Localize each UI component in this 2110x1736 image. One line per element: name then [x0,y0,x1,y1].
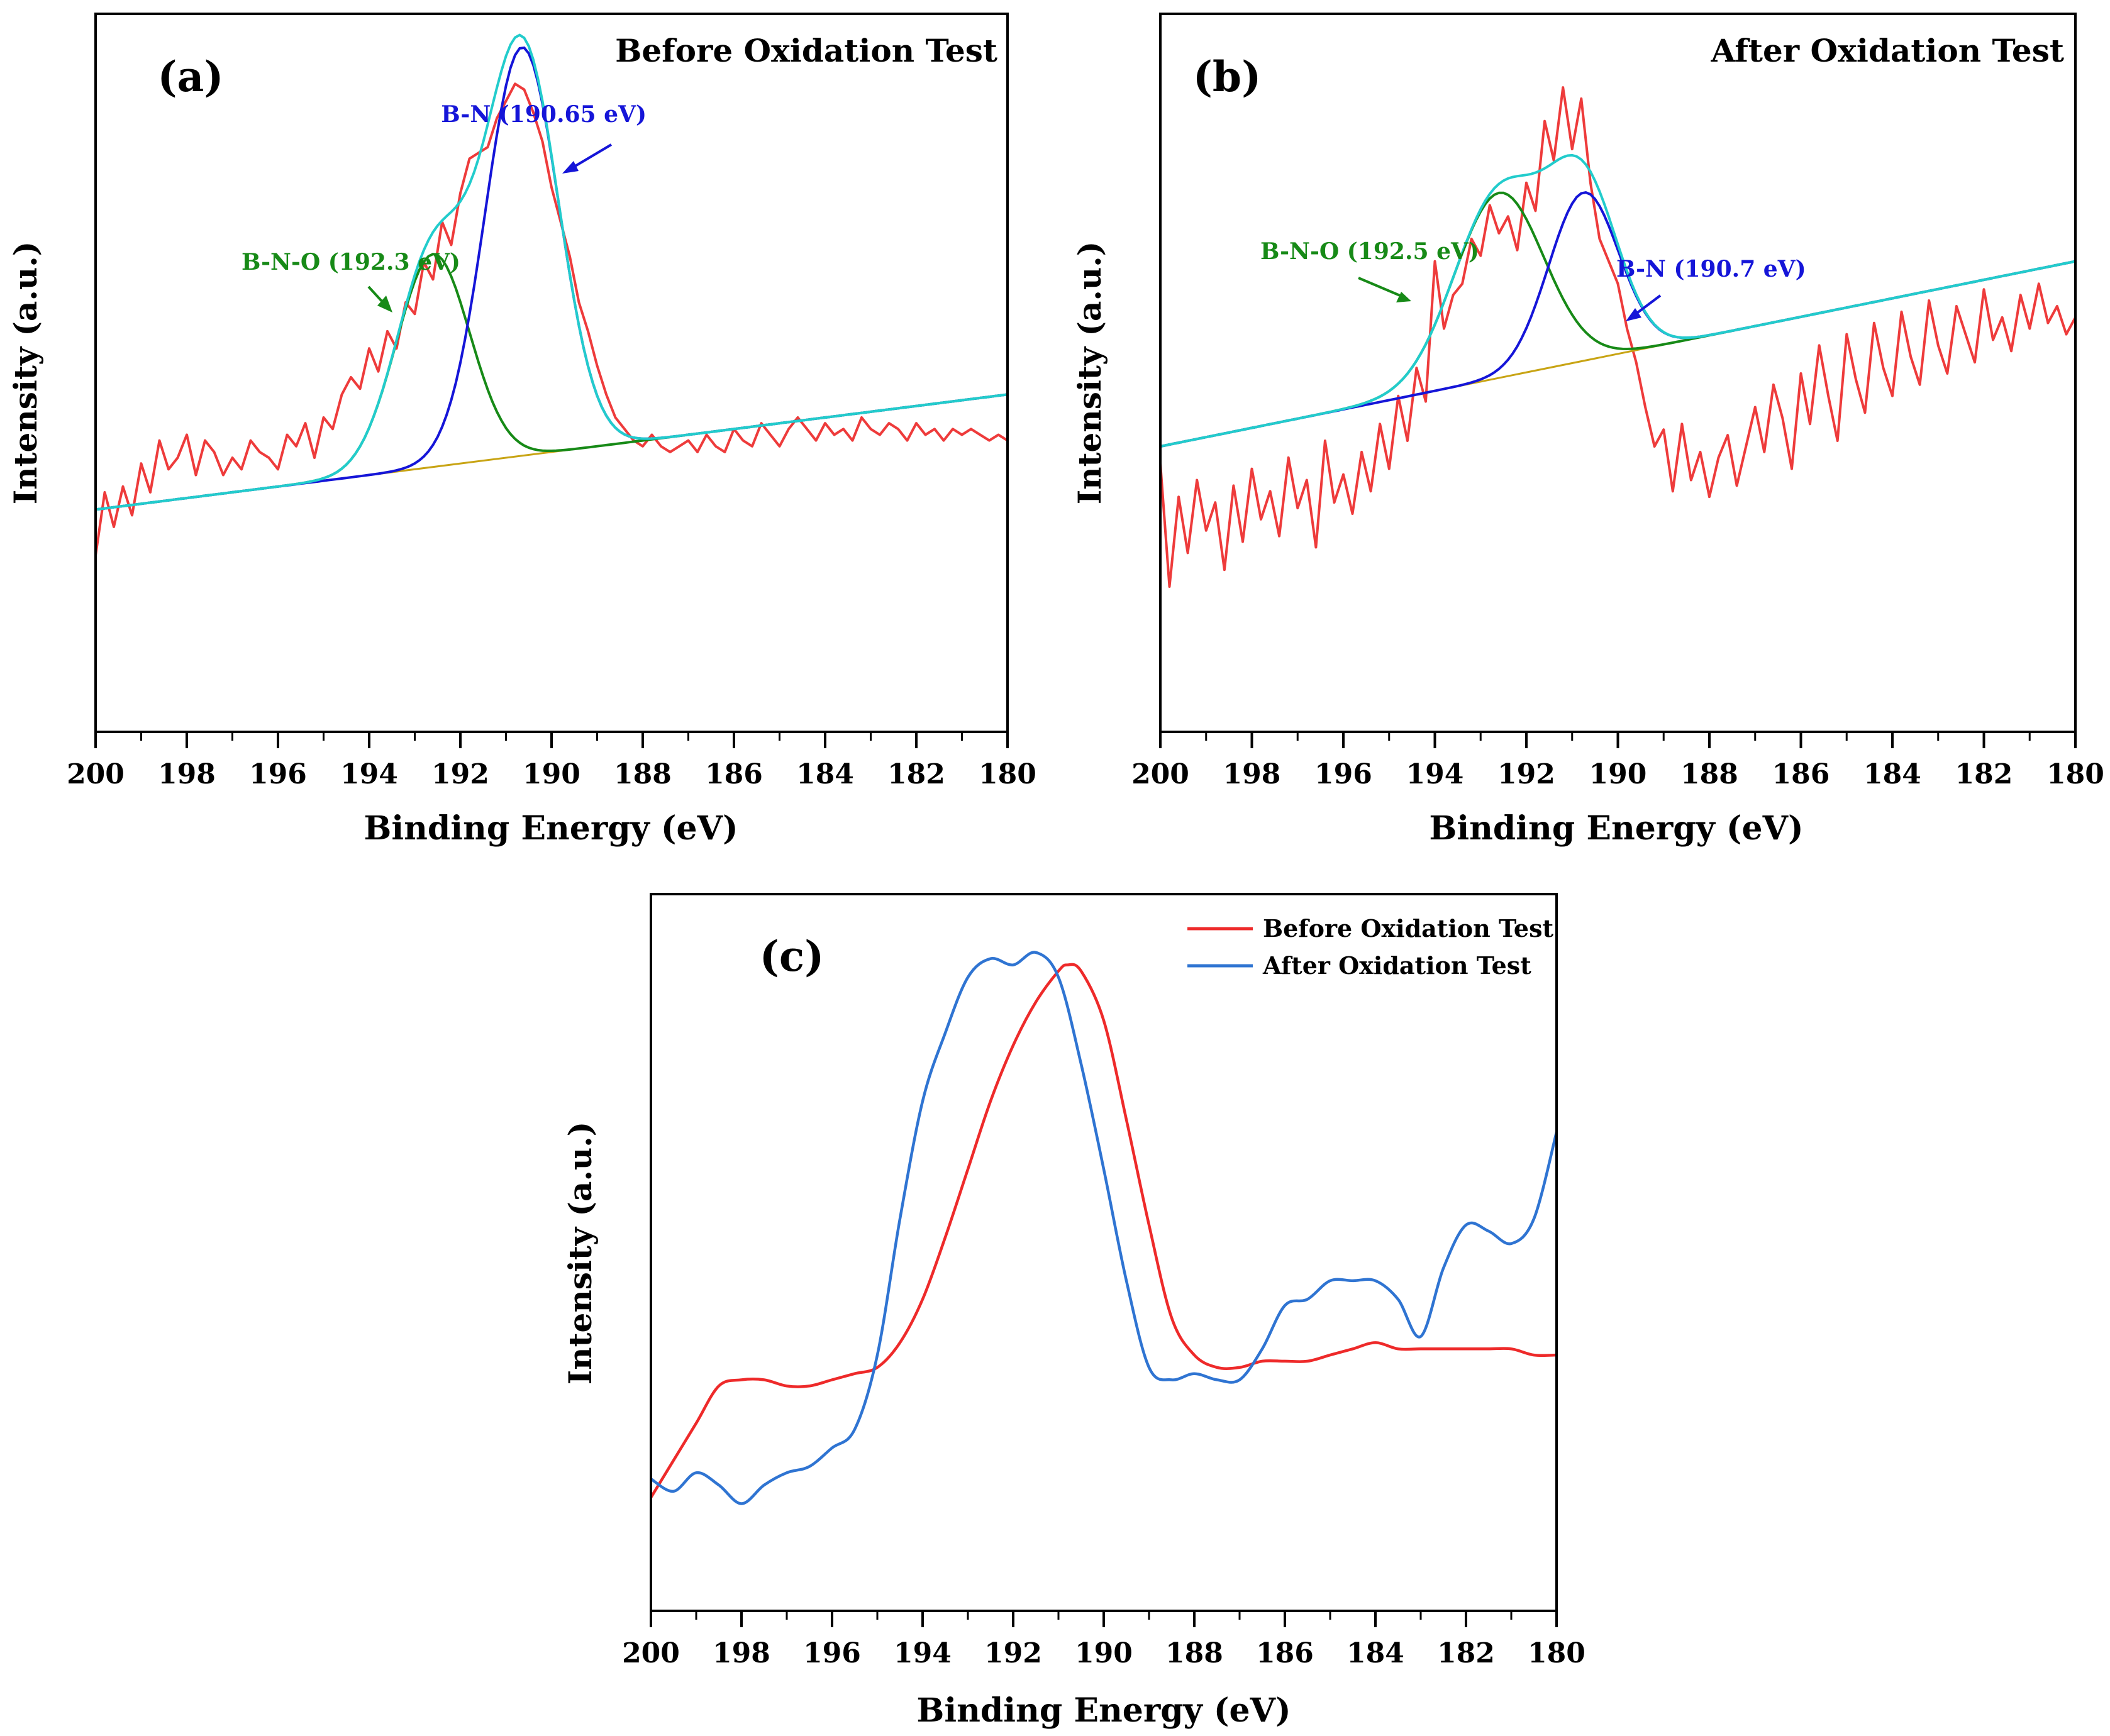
panel-c-x-tick-label: 198 [713,1637,770,1669]
panel-b-raw-spectrum-line [1159,86,2077,588]
panel-c-x-tick-label: 192 [984,1637,1042,1669]
panel-a-x-axis-title: Binding Energy (eV) [364,809,738,848]
panel-c-legend: Before Oxidation Test After Oxidation Te… [1187,914,1553,980]
panel-a-x-tick-label: 200 [67,758,125,790]
panel-c-x-tick-label: 194 [894,1637,952,1669]
panel-a-bno-arrowhead [377,296,392,312]
panel-a-x-tick-label: 196 [249,758,307,790]
panel-a-bno-annotation: B-N-O (192.3 eV) [242,249,460,275]
panel-b-x-tick-label: 194 [1406,758,1464,790]
legend-label-before: Before Oxidation Test [1263,914,1553,943]
panel-c-x-tick-label: 184 [1347,1637,1404,1669]
panel-c-x-tick-label: 180 [1528,1637,1585,1669]
panel-c-chart: 200 198 196 194 192 190 188 186 184 182 180 (c) Bi… [562,893,1585,1730]
panel-b-x-tick-label: 200 [1131,758,1189,790]
panel-b-y-axis-title: Intensity (a.u.) [1071,241,1108,505]
panel-c-x-tick-label: 182 [1437,1637,1495,1669]
panel-b-x-tick-label: 182 [1955,758,2013,790]
panel-b-bno-arrowhead [1396,292,1411,302]
panel-a-x-tick-label: 180 [979,758,1036,790]
panel-c-label: (c) [760,932,825,981]
panel-b-x-tick-label: 180 [2046,758,2104,790]
panel-a-bn-arrowhead [562,161,579,174]
panel-a-bno-arrow [367,285,384,303]
panel-a-x-tick-label: 190 [523,758,580,790]
panel-a-x-tick-label: 186 [705,758,763,790]
panel-b-bno-annotation: B-N-O (192.5 eV) [1260,238,1479,265]
panel-a-label: (a) [157,52,223,101]
panel-b-chart: 200 198 196 194 192 190 188 186 184 182 180 (b) Af… [1071,13,2104,848]
panel-c-x-tick-label: 188 [1165,1637,1223,1669]
panel-c-before-series-line [650,963,1557,1498]
panel-b-x-tick-label: 192 [1497,758,1555,790]
panel-b-envelope-line [1160,153,2076,448]
panel-c-x-tick-label: 190 [1075,1637,1133,1669]
panel-c-x-tick-label: 196 [803,1637,861,1669]
legend-label-after: After Oxidation Test [1262,951,1531,980]
panel-b-bno-arrow [1358,277,1401,297]
panel-b-x-tick-label: 190 [1589,758,1647,790]
panel-c-after-series-line [650,951,1558,1505]
panel-b-label: (b) [1193,52,1262,101]
panel-a-x-tick-label: 192 [431,758,489,790]
panel-b-bn-arrowhead [1626,308,1641,321]
panel-a-bn-annotation: B-N (190.65 eV) [441,101,647,128]
panel-a-x-tick-label: 194 [340,758,398,790]
panel-c-x-axis-title: Binding Energy (eV) [916,1691,1291,1730]
panel-a-x-tick-label: 182 [887,758,945,790]
panel-c-y-axis-title: Intensity (a.u.) [562,1122,599,1385]
panel-b-x-tick-label: 198 [1223,758,1281,790]
panel-b-x-tick-label: 196 [1314,758,1372,790]
panel-a-x-tick-label: 188 [614,758,672,790]
panel-a-x-tick-label: 198 [158,758,216,790]
panel-b-bn-annotation: B-N (190.7 eV) [1616,256,1806,282]
panel-b-bn-arrow [1634,294,1662,316]
panel-c-x-tick-label: 186 [1256,1637,1314,1669]
panel-a-chart: 200 198 196 194 192 190 188 186 184 182 180 (a) Be… [7,13,1036,848]
panel-b-x-tick-label: 186 [1772,758,1830,790]
panel-b-x-axis-title: Binding Energy (eV) [1429,809,1803,848]
panel-a-x-tick-label: 184 [796,758,854,790]
panel-b-x-tick-label: 184 [1863,758,1921,790]
panel-a-title: Before Oxidation Test [615,32,997,69]
panel-a-envelope-line [95,33,1008,511]
panel-b-x-tick-label: 188 [1680,758,1738,790]
panel-a-bn-arrow [570,143,613,170]
panel-b-title: After Oxidation Test [1710,32,2064,69]
panel-a-y-axis-title: Intensity (a.u.) [7,241,44,505]
panel-c-x-tick-label: 200 [622,1637,680,1669]
panel-a-raw-spectrum-line [94,82,1009,556]
